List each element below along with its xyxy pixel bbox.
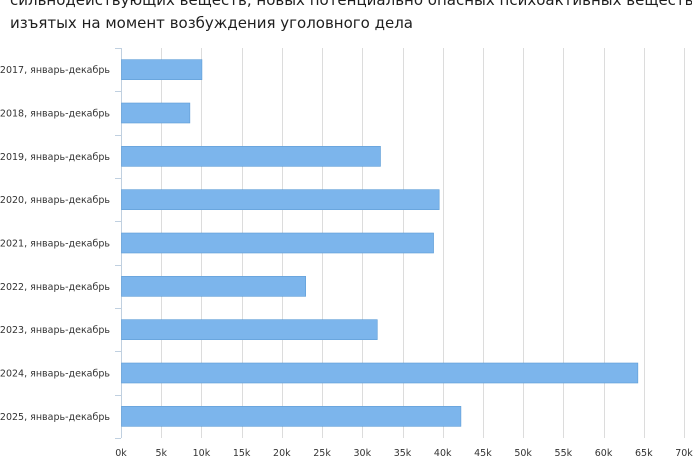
x-tick-label: 60k [595,448,613,459]
bar [121,362,639,384]
bar [121,146,381,167]
x-tick-label: 40k [434,448,452,459]
category-label: 2024, январь-декабрь [0,369,110,380]
x-tick-label: 10k [193,448,211,459]
bar [121,276,306,297]
bar [121,102,191,124]
bar [121,232,434,254]
bar [121,406,462,427]
x-tick-label: 50k [514,448,532,459]
category-label: 2018, январь-декабрь [0,109,110,120]
category-label: 2025, январь-декабрь [0,412,110,423]
bar [121,319,378,340]
category-label: 2017, январь-декабрь [0,65,110,76]
bar [121,189,440,210]
x-tick-label: 5k [155,448,167,459]
category-label: 2019, январь-декабрь [0,152,110,163]
x-tick-label: 25k [313,448,331,459]
category-label: 2021, январь-декабрь [0,239,110,250]
x-tick-label: 15k [233,448,251,459]
x-tick-label: 45k [474,448,492,459]
x-tick-label: 70k [675,448,693,459]
category-label: 2020, январь-декабрь [0,195,110,206]
x-tick-label: 0k [115,448,127,459]
chart-title-line-1: сильнодействующих веществ, новых потенци… [10,0,692,9]
x-tick-label: 35k [394,448,412,459]
bar [121,59,203,80]
x-tick-label: 55k [555,448,573,459]
x-tick-label: 65k [635,448,653,459]
category-label: 2023, январь-декабрь [0,325,110,336]
x-tick-label: 20k [273,448,291,459]
x-tick-label: 30k [353,448,371,459]
category-label: 2022, январь-декабрь [0,282,110,293]
chart-title-line-2: изъятых на момент возбуждения уголовного… [10,14,414,32]
